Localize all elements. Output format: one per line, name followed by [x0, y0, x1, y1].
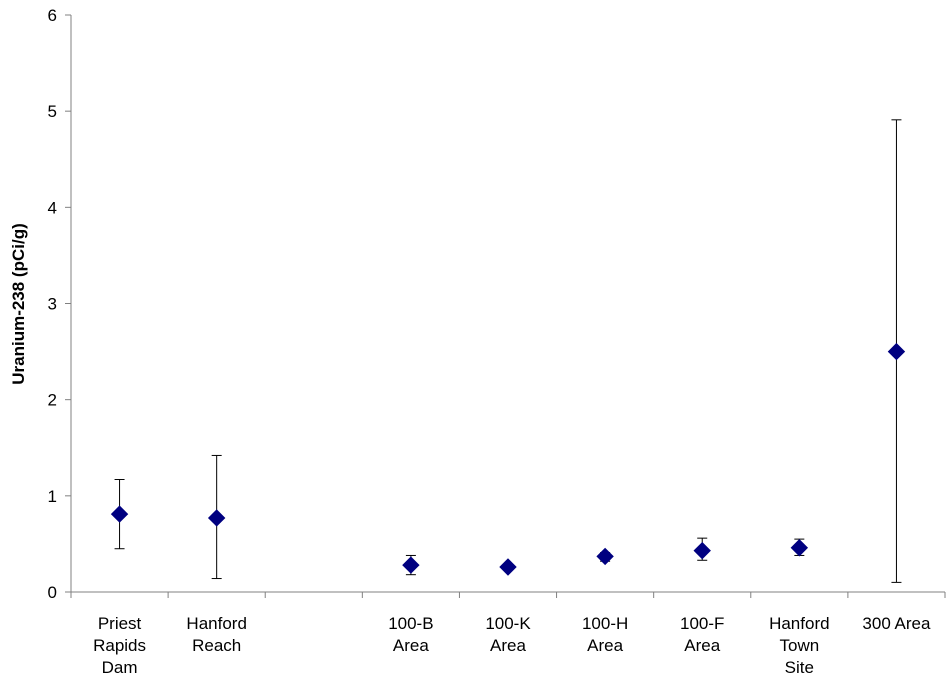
x-category-label: 300 Area — [862, 614, 931, 633]
data-point-marker — [402, 556, 420, 574]
data-point-group — [693, 537, 711, 561]
data-point-marker — [887, 342, 906, 361]
y-tick-label: 0 — [48, 583, 57, 602]
x-category-label: Priest Rapids Dam — [93, 614, 146, 677]
data-point-group — [887, 119, 906, 583]
x-category-label: 100-F Area — [680, 614, 724, 655]
y-tick-label: 6 — [48, 6, 57, 25]
x-category-label: 100-B Area — [388, 614, 433, 655]
x-category-label: Hanford Reach — [186, 614, 246, 655]
x-category-label-line: Area — [393, 636, 429, 655]
data-point-marker — [596, 547, 614, 566]
y-axis: 0 1 2 3 4 5 6 — [48, 6, 72, 602]
data-point-marker — [207, 509, 226, 527]
data-point-marker — [499, 558, 517, 576]
x-category-label: 100-K Area — [485, 614, 531, 655]
data-point-group — [596, 547, 614, 566]
y-tick-label: 3 — [48, 295, 57, 314]
x-category-label-line: Rapids — [93, 636, 146, 655]
y-tick-label: 5 — [48, 102, 57, 121]
x-category-label-line: Site — [785, 658, 814, 677]
x-category-label-line: Area — [587, 636, 623, 655]
x-category-label-line: Priest — [98, 614, 142, 633]
y-tick-label: 1 — [48, 487, 57, 506]
x-category-label-line: Area — [490, 636, 526, 655]
y-axis-title: Uranium-238 (pCi/g) — [9, 223, 28, 385]
x-category-label: 100-H Area — [582, 614, 628, 655]
x-category-label-line: 100-B — [388, 614, 433, 633]
data-point-group — [499, 558, 517, 576]
x-category-label-line: Reach — [192, 636, 241, 655]
x-category-label-line: Dam — [102, 658, 138, 677]
data-point-group — [207, 454, 226, 580]
x-category-label-line: 100-H — [582, 614, 628, 633]
data-point-group — [790, 538, 809, 557]
y-tick-label: 2 — [48, 391, 57, 410]
x-category-label: Hanford Town Site — [769, 614, 829, 677]
x-category-label-line: Hanford — [769, 614, 829, 633]
x-category-label-line: 300 Area — [862, 614, 931, 633]
x-category-label-line: Hanford — [186, 614, 246, 633]
data-point-group — [110, 478, 129, 550]
data-point-marker — [693, 541, 711, 560]
y-tick-label: 4 — [48, 198, 57, 217]
x-category-label-line: Area — [684, 636, 720, 655]
x-category-label-line: 100-F — [680, 614, 724, 633]
x-category-label-line: 100-K — [485, 614, 531, 633]
data-point-marker — [790, 539, 809, 557]
x-category-label-line: Town — [779, 636, 819, 655]
data-point-marker — [110, 505, 129, 523]
data-points — [110, 119, 906, 583]
data-point-group — [402, 554, 420, 576]
